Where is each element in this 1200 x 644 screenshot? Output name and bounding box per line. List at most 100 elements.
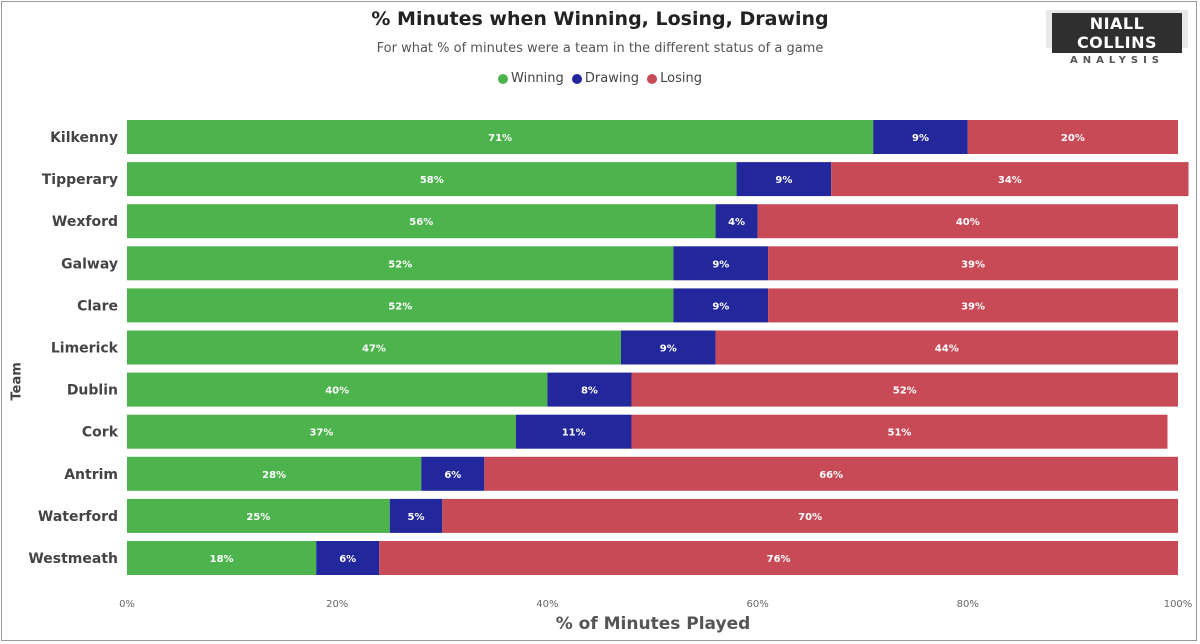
bar-label-cork-drawing: 11% [562, 428, 586, 439]
bar-label-westmeath-losing: 76% [767, 554, 791, 565]
category-label-galway: Galway [61, 256, 118, 272]
legend-swatch-winning [498, 73, 509, 84]
bar-galway-winning [127, 246, 674, 281]
bar-label-clare-winning: 52% [388, 301, 412, 312]
category-label-dublin: Dublin [67, 383, 118, 399]
bar-label-wexford-drawing: 4% [728, 217, 745, 228]
bar-clare-losing [768, 288, 1178, 323]
bar-tipperary-drawing [736, 162, 832, 197]
category-label-tipperary: Tipperary [42, 172, 118, 188]
bar-label-galway-winning: 52% [388, 259, 412, 270]
chart-title: % Minutes when Winning, Losing, Drawing [371, 8, 829, 30]
bar-cork-drawing [515, 414, 632, 449]
bar-label-cork-losing: 51% [888, 428, 912, 439]
category-label-kilkenny: Kilkenny [50, 130, 118, 146]
legend-item-drawing: Drawing [571, 71, 639, 86]
bar-label-limerick-losing: 44% [935, 344, 959, 355]
bar-limerick-drawing [620, 330, 716, 365]
bar-wexford-winning [127, 204, 716, 239]
bar-waterford-losing [442, 498, 1178, 533]
bar-label-westmeath-drawing: 6% [339, 554, 356, 565]
x-tick-label: 40% [536, 599, 558, 610]
bar-label-cork-winning: 37% [309, 428, 333, 439]
bar-dublin-drawing [547, 372, 632, 407]
legend-label-drawing: Drawing [584, 71, 639, 86]
bar-label-dublin-drawing: 8% [581, 386, 598, 397]
logo-main-text: NIALL COLLINS [1052, 13, 1182, 53]
bar-label-westmeath-winning: 18% [210, 554, 234, 565]
bar-limerick-winning [127, 330, 621, 365]
bar-label-dublin-winning: 40% [325, 386, 349, 397]
bar-label-galway-losing: 39% [961, 259, 985, 270]
bar-label-limerick-drawing: 9% [660, 344, 677, 355]
bar-label-dublin-losing: 52% [893, 386, 917, 397]
logo-sub-text: ANALYSIS [1069, 55, 1165, 66]
category-label-cork: Cork [82, 425, 119, 441]
x-tick-label: 80% [957, 599, 979, 610]
bar-kilkenny-losing [967, 120, 1178, 154]
bar-clare-winning [127, 288, 674, 323]
bar-label-limerick-winning: 47% [362, 344, 386, 355]
bar-limerick-losing [715, 330, 1178, 365]
bar-label-clare-drawing: 9% [712, 301, 729, 312]
x-axis-title: % of Minutes Played [555, 614, 751, 634]
category-label-waterford: Waterford [38, 509, 118, 525]
bar-galway-drawing [673, 246, 769, 281]
bar-antrim-winning [127, 456, 422, 491]
bar-label-tipperary-losing: 34% [998, 175, 1022, 186]
bar-label-tipperary-drawing: 9% [775, 175, 792, 186]
bar-kilkenny-drawing [873, 120, 968, 154]
bar-dublin-winning [127, 372, 548, 407]
bar-galway-losing [768, 246, 1178, 281]
category-label-clare: Clare [77, 298, 118, 314]
category-label-wexford: Wexford [52, 214, 118, 230]
bar-wexford-losing [757, 204, 1178, 239]
bar-kilkenny-winning [127, 120, 874, 154]
bar-wexford-drawing [715, 204, 758, 239]
brand-logo: NIALL COLLINS ANALYSIS [1046, 10, 1188, 66]
bar-westmeath-losing [379, 541, 1178, 575]
category-label-antrim: Antrim [64, 467, 118, 483]
bar-label-clare-losing: 39% [961, 301, 985, 312]
bar-westmeath-drawing [316, 541, 380, 575]
bar-waterford-drawing [389, 498, 443, 533]
bar-antrim-drawing [421, 456, 485, 491]
bar-tipperary-winning [127, 162, 737, 197]
legend-swatch-drawing [571, 73, 582, 84]
x-tick-label: 20% [326, 599, 348, 610]
legend-item-winning: Winning [498, 71, 564, 86]
bar-label-tipperary-winning: 58% [420, 175, 444, 186]
bar-label-wexford-winning: 56% [409, 217, 433, 228]
legend: Winning Drawing Losing [0, 71, 1200, 88]
bar-label-kilkenny-winning: 71% [488, 133, 512, 144]
bar-label-antrim-winning: 28% [262, 470, 286, 481]
legend-label-winning: Winning [511, 71, 564, 86]
legend-swatch-losing [647, 73, 658, 84]
legend-item-losing: Losing [647, 71, 702, 86]
chart-subtitle: For what % of minutes were a team in the… [376, 41, 824, 56]
bar-waterford-winning [127, 498, 390, 533]
bar-label-galway-drawing: 9% [712, 259, 729, 270]
legend-label-losing: Losing [660, 71, 702, 86]
bar-label-wexford-losing: 40% [956, 217, 980, 228]
bar-clare-drawing [673, 288, 769, 323]
bar-cork-winning [127, 414, 516, 449]
category-label-westmeath: Westmeath [28, 551, 118, 567]
bar-label-waterford-losing: 70% [798, 512, 822, 523]
x-tick-label: 0% [119, 599, 135, 610]
bar-label-antrim-losing: 66% [819, 470, 843, 481]
bar-label-kilkenny-losing: 20% [1061, 133, 1085, 144]
bar-westmeath-winning [127, 541, 317, 575]
bar-label-waterford-winning: 25% [246, 512, 270, 523]
category-label-limerick: Limerick [51, 341, 119, 357]
x-tick-label: 100% [1164, 599, 1193, 610]
bar-dublin-losing [631, 372, 1178, 407]
bar-label-kilkenny-drawing: 9% [912, 133, 929, 144]
bar-label-antrim-drawing: 6% [444, 470, 461, 481]
bar-tipperary-losing [831, 162, 1189, 197]
bar-label-waterford-drawing: 5% [408, 512, 425, 523]
x-tick-label: 60% [746, 599, 768, 610]
bar-cork-losing [631, 414, 1168, 449]
